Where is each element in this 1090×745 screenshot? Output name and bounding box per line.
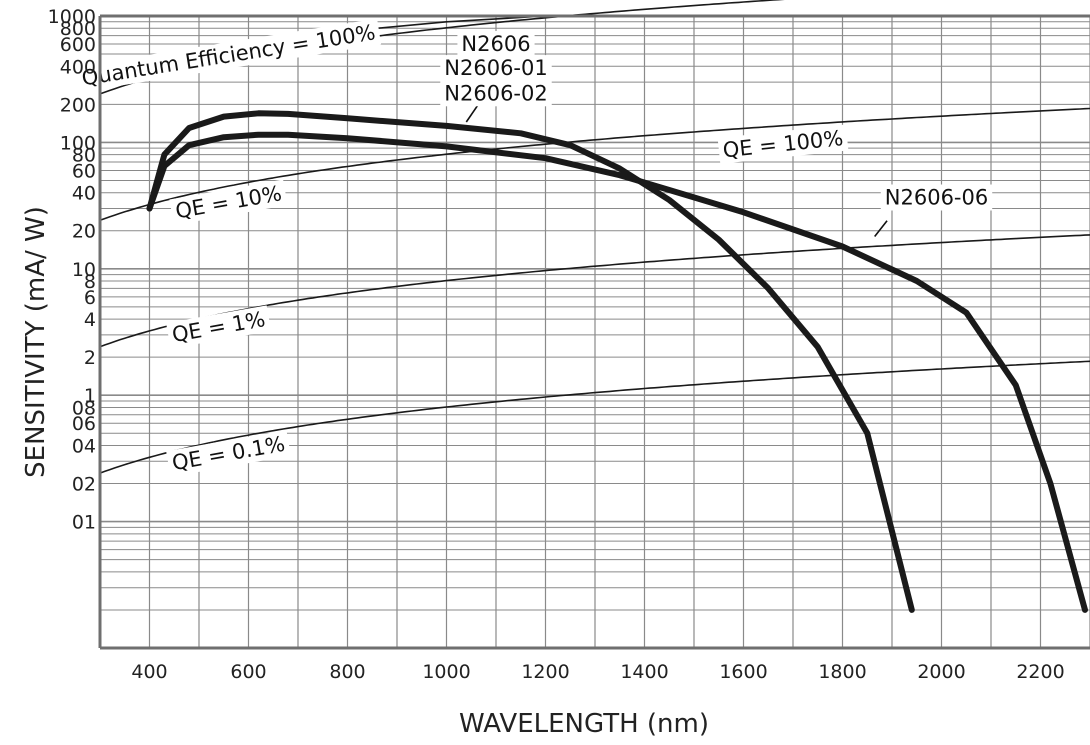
curve-qe-10 [99,107,1090,222]
annotation: N2606 [457,31,535,57]
x-axis-title: WAVELENGTH (nm) [459,709,709,739]
sensitivity-curves [146,110,1088,613]
x-tick-label: 1000 [422,661,470,683]
y-tick-label: 20 [72,221,96,243]
annotation-background [457,31,535,57]
annotation-label: QE = 10% [174,181,284,223]
annotation: N2606-01 [440,55,552,82]
y-tick-label: 40 [72,183,96,205]
x-tick-label: 1600 [719,661,767,683]
x-tick-label: 600 [230,661,266,683]
y-axis-title: SENSITIVITY (mA/ W) [21,206,51,478]
y-tick-label: 600 [60,34,96,56]
y-tick-label: 02 [72,474,96,496]
x-tick-label: 1200 [521,661,569,683]
annotation-background [440,80,552,107]
annotation-background [75,18,382,92]
annotation-label: QE = 1% [170,307,267,347]
annotation-leaders [465,96,888,238]
annotation-label: N2606-06 [885,186,988,210]
annotation: Quantum Efficiency = 100% [75,18,382,92]
annotation: N2606-06 [880,184,993,211]
y-tick-label: 60 [72,160,96,182]
annotation: N2606-02 [440,80,552,107]
curve-qe-0-1 [99,360,1090,474]
y-tick-label: 100 [60,132,96,154]
x-tick-label: 1800 [818,661,866,683]
annotation-label: Quantum Efficiency = 100% [80,20,377,90]
y-tick-label: 10 [72,259,96,281]
x-tick-label: 1400 [620,661,668,683]
y-tick-labels: 1000800600400200100806040201086421080604… [48,6,96,534]
annotation-label: N2606 [461,32,530,56]
leader-line-n2606-06 [874,220,888,238]
y-tick-label: 2 [84,347,96,369]
curve-n2606-n2606-01-n2606-02 [146,110,915,613]
annotation-background [440,55,552,82]
annotation: QE = 100% [717,124,849,164]
y-tick-label: 200 [60,94,96,116]
annotation: QE = 1% [166,305,272,349]
curve-n2606-06 [146,131,1088,613]
x-tick-label: 800 [329,661,365,683]
annotation-background [717,124,849,164]
y-tick-label: 800 [60,18,96,40]
y-tick-label: 6 [84,287,96,309]
y-tick-label: 1000 [48,6,96,28]
y-tick-label: 04 [72,435,96,457]
annotation-background [880,184,993,211]
annotation-background [166,305,272,349]
y-tick-label: 1 [84,385,96,407]
x-tick-label: 2200 [1016,661,1064,683]
annotation: QE = 0.1% [166,430,291,477]
y-tick-label: 06 [72,413,96,435]
annotation-label: N2606-01 [444,56,547,80]
plot-frame [98,14,1090,650]
y-tick-label: 80 [72,145,96,167]
x-tick-label: 400 [131,661,167,683]
annotation-background [166,430,291,477]
y-tick-label: 08 [72,397,96,419]
y-tick-label: 400 [60,56,96,78]
y-tick-label: 8 [84,271,96,293]
annotation-label: N2606-02 [444,81,547,105]
x-tick-label: 2000 [917,661,965,683]
x-tick-labels: 400 600 800 1000 1200 1400 1600 1800 2000 2200 [131,661,1064,683]
y-tick-label: 01 [72,512,96,534]
y-tick-label: 4 [84,309,96,331]
annotation-background [169,179,288,226]
